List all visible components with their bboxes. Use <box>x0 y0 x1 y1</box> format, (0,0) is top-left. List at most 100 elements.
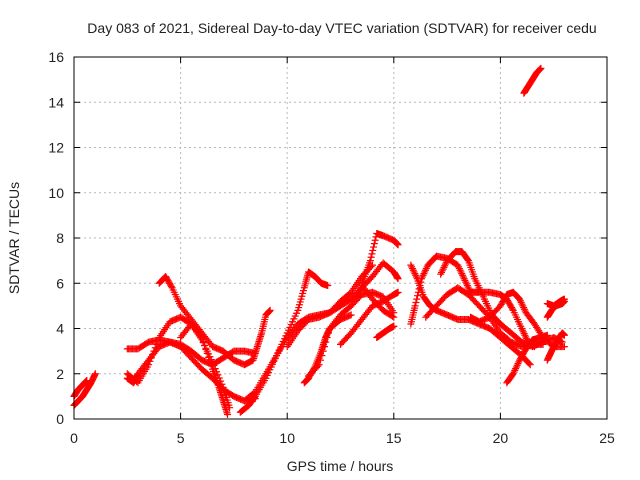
x-tick-label: 25 <box>599 430 615 446</box>
data-point <box>420 270 428 278</box>
series-sat07 <box>177 320 232 418</box>
data-point <box>519 328 527 336</box>
x-tick-label: 0 <box>70 430 78 446</box>
x-tick-label: 15 <box>386 430 402 446</box>
data-point <box>411 270 419 278</box>
data-point <box>515 358 523 366</box>
data-point <box>457 268 465 276</box>
data-point <box>525 360 533 368</box>
data-point <box>513 361 521 369</box>
data-point <box>521 331 529 339</box>
data-point <box>560 343 568 351</box>
grid-lines <box>74 57 607 419</box>
data-point <box>462 278 470 286</box>
data-point <box>315 361 323 369</box>
data-point <box>322 338 330 346</box>
data-points <box>70 64 568 418</box>
data-point <box>437 270 445 278</box>
data-point <box>516 295 524 303</box>
data-point <box>422 266 430 274</box>
data-point <box>167 282 175 290</box>
data-point <box>150 347 158 355</box>
data-point <box>366 257 374 265</box>
x-tick-label: 10 <box>279 430 295 446</box>
data-point <box>369 246 377 254</box>
data-point <box>464 255 472 263</box>
data-point <box>323 334 331 342</box>
data-point <box>512 365 520 373</box>
series-sat13 <box>337 288 402 348</box>
data-point <box>83 377 91 385</box>
data-point <box>147 354 155 362</box>
data-point <box>324 282 332 290</box>
data-point <box>199 338 207 346</box>
axis-ticks: 0 5 10 15 20 25 0 2 4 6 8 10 12 14 16 <box>48 49 615 446</box>
y-tick-label: 10 <box>48 185 64 201</box>
data-point <box>440 263 448 271</box>
data-point <box>454 261 462 269</box>
data-point <box>421 268 429 276</box>
data-point <box>370 243 378 251</box>
data-point <box>526 361 534 369</box>
data-point <box>412 271 420 279</box>
data-point <box>146 357 154 365</box>
data-point <box>459 271 467 279</box>
data-point <box>91 370 99 378</box>
series-sat25 <box>543 295 568 310</box>
data-point <box>409 266 417 274</box>
y-tick-label: 4 <box>56 321 64 337</box>
data-point <box>151 344 159 352</box>
y-tick-label: 2 <box>56 366 64 382</box>
data-point <box>411 302 419 310</box>
data-point <box>442 260 450 268</box>
data-point <box>560 295 568 303</box>
y-tick-label: 14 <box>48 94 64 110</box>
data-point <box>318 352 326 360</box>
series-sat26 <box>520 64 545 97</box>
data-point <box>203 349 211 357</box>
data-point <box>412 298 420 306</box>
data-point <box>463 282 471 290</box>
data-point <box>414 292 422 300</box>
data-point <box>319 347 327 355</box>
data-point <box>518 300 526 308</box>
data-point <box>439 265 447 273</box>
data-point <box>458 270 466 278</box>
data-point <box>461 276 469 284</box>
data-point <box>518 325 526 332</box>
x-tick-label: 5 <box>177 430 185 446</box>
data-point <box>314 362 322 370</box>
data-point <box>455 263 463 271</box>
data-point <box>224 410 232 418</box>
y-axis-label: SDTVAR / TECUs <box>6 182 22 294</box>
data-point <box>390 313 398 321</box>
y-tick-label: 8 <box>56 230 64 246</box>
x-axis-label: GPS time / hours <box>287 458 394 474</box>
data-point <box>410 268 418 276</box>
series-sat06 <box>155 272 274 369</box>
data-point <box>408 265 416 273</box>
y-tick-label: 16 <box>48 49 64 65</box>
data-point <box>459 273 467 281</box>
data-point <box>197 332 205 340</box>
data-point <box>511 366 519 374</box>
data-point <box>508 305 516 313</box>
data-point <box>205 353 213 361</box>
data-point <box>368 250 376 258</box>
series-sat16 <box>373 322 398 342</box>
series-sat23 <box>543 329 568 364</box>
data-point <box>347 311 355 319</box>
x-tick-label: 20 <box>493 430 509 446</box>
data-point <box>519 326 527 334</box>
data-point <box>464 283 472 291</box>
data-point <box>537 64 545 72</box>
y-tick-label: 0 <box>56 411 64 427</box>
data-point <box>201 341 209 349</box>
data-point <box>408 263 416 271</box>
data-point <box>412 273 420 281</box>
data-point <box>516 297 524 305</box>
data-point <box>463 280 471 288</box>
data-point <box>514 360 522 368</box>
data-point <box>441 262 449 270</box>
